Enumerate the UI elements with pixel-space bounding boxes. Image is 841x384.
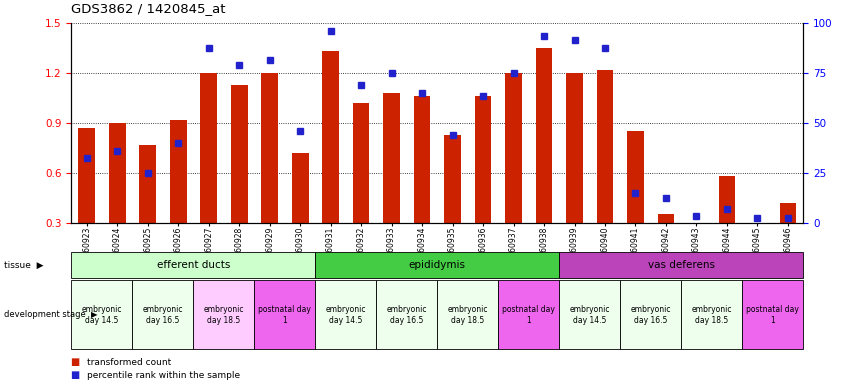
Text: epididymis: epididymis <box>409 260 466 270</box>
Text: ■: ■ <box>71 370 84 380</box>
Bar <box>658 214 674 223</box>
Text: GDS3862 / 1420845_at: GDS3862 / 1420845_at <box>71 2 226 15</box>
Text: embryonic
day 16.5: embryonic day 16.5 <box>631 305 671 324</box>
Text: postnatal day
1: postnatal day 1 <box>746 305 799 324</box>
Bar <box>780 203 796 223</box>
Text: vas deferens: vas deferens <box>648 260 715 270</box>
Text: embryonic
day 18.5: embryonic day 18.5 <box>204 305 244 324</box>
Bar <box>78 128 95 223</box>
Text: development stage  ▶: development stage ▶ <box>4 310 98 319</box>
Bar <box>292 153 309 223</box>
Bar <box>262 73 278 223</box>
Text: embryonic
day 14.5: embryonic day 14.5 <box>82 305 122 324</box>
Text: postnatal day
1: postnatal day 1 <box>258 305 311 324</box>
Bar <box>718 176 735 223</box>
Text: embryonic
day 14.5: embryonic day 14.5 <box>325 305 366 324</box>
Text: embryonic
day 14.5: embryonic day 14.5 <box>569 305 610 324</box>
Text: tissue  ▶: tissue ▶ <box>4 260 44 270</box>
Bar <box>474 96 491 223</box>
Bar <box>505 73 522 223</box>
Text: postnatal day
1: postnatal day 1 <box>502 305 555 324</box>
Bar <box>230 84 247 223</box>
Bar <box>383 93 400 223</box>
Bar <box>108 123 125 223</box>
Text: embryonic
day 18.5: embryonic day 18.5 <box>691 305 732 324</box>
Text: embryonic
day 18.5: embryonic day 18.5 <box>447 305 488 324</box>
Bar <box>200 73 217 223</box>
Bar <box>596 70 613 223</box>
Bar <box>140 144 156 223</box>
Bar <box>322 51 339 223</box>
Bar <box>536 48 553 223</box>
Bar <box>688 223 705 243</box>
Text: percentile rank within the sample: percentile rank within the sample <box>87 371 240 380</box>
Text: embryonic
day 16.5: embryonic day 16.5 <box>387 305 427 324</box>
Bar <box>170 119 187 223</box>
Text: efferent ducts: efferent ducts <box>156 260 230 270</box>
Text: transformed count: transformed count <box>87 358 171 367</box>
Text: ■: ■ <box>71 357 84 367</box>
Bar <box>414 96 431 223</box>
Bar <box>627 131 644 223</box>
Bar <box>444 134 461 223</box>
Bar <box>566 73 583 223</box>
Text: embryonic
day 16.5: embryonic day 16.5 <box>143 305 183 324</box>
Bar <box>352 103 369 223</box>
